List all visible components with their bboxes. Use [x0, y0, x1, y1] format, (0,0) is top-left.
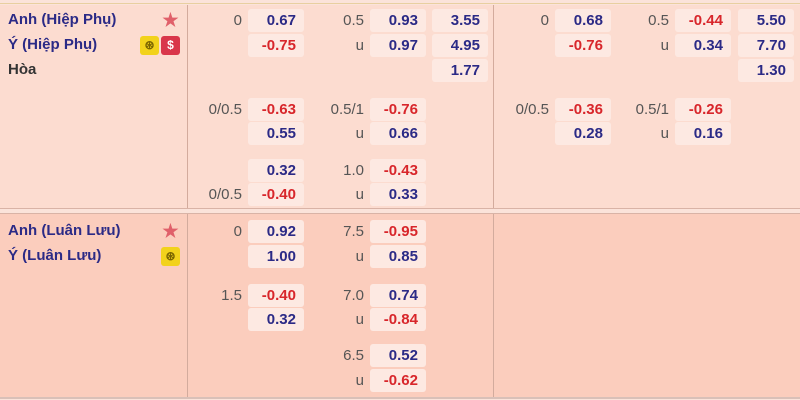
team-name: Ý (Hiệp Phụ) [8, 36, 98, 53]
over-under-line: 0.5 [648, 12, 669, 29]
coin-icon[interactable]: ⊛ [140, 36, 159, 55]
star-icon[interactable]: ★ [162, 10, 179, 30]
1x2-odds[interactable]: 3.55 [432, 9, 488, 32]
over-under-line: 0.5/1 [635, 101, 669, 118]
handicap-line: 0/0.5 [515, 101, 549, 118]
under-odds[interactable]: -0.62 [370, 369, 426, 392]
handicap-away-odds[interactable]: -0.75 [248, 34, 304, 57]
handicap-away-odds[interactable]: -0.76 [555, 34, 611, 57]
under-label: u [355, 372, 364, 389]
1x2-odds[interactable]: 4.95 [432, 34, 488, 57]
over-odds[interactable]: -0.44 [675, 9, 731, 32]
dollar-icon[interactable]: $ [161, 36, 180, 55]
under-label: u [355, 248, 364, 265]
over-odds[interactable]: -0.95 [370, 220, 426, 243]
under-label: u [355, 186, 364, 203]
team-name: Hòa [8, 61, 37, 78]
handicap-away-odds[interactable]: 0.28 [555, 122, 611, 145]
under-odds[interactable]: 0.34 [675, 34, 731, 57]
handicap-home-odds[interactable]: 0.32 [248, 159, 304, 182]
handicap-home-odds[interactable]: -0.36 [555, 98, 611, 121]
over-odds[interactable]: -0.43 [370, 159, 426, 182]
1x2-odds[interactable]: 1.77 [432, 59, 488, 82]
over-odds[interactable]: 0.52 [370, 344, 426, 367]
header-border [0, 0, 800, 4]
1x2-odds[interactable]: 5.50 [738, 9, 794, 32]
divider [493, 214, 494, 397]
divider [187, 214, 188, 397]
team-name: Ý (Luân Lưu) [8, 247, 102, 264]
under-odds[interactable]: 0.33 [370, 183, 426, 206]
under-odds[interactable]: 0.16 [675, 122, 731, 145]
team-name: Anh (Hiệp Phụ) [8, 11, 117, 28]
handicap-home-odds[interactable]: -0.63 [248, 98, 304, 121]
over-under-line: 0.5 [343, 12, 364, 29]
star-icon[interactable]: ★ [162, 221, 179, 241]
over-under-line: 6.5 [343, 347, 364, 364]
over-odds[interactable]: -0.76 [370, 98, 426, 121]
over-under-line: 7.5 [343, 223, 364, 240]
over-odds[interactable]: -0.26 [675, 98, 731, 121]
over-under-line: 7.0 [343, 287, 364, 304]
handicap-home-odds[interactable]: 0.68 [555, 9, 611, 32]
under-odds[interactable]: -0.84 [370, 308, 426, 331]
1x2-odds[interactable]: 1.30 [738, 59, 794, 82]
handicap-away-odds[interactable]: -0.40 [248, 183, 304, 206]
divider [187, 5, 188, 208]
section-penalties: Anh (Luân Lưu) ★ Ý (Luân Lưu) ⊛ 0 0.92 1.00 1.5… [0, 213, 800, 399]
under-label: u [660, 125, 669, 142]
handicap-line: 0 [233, 12, 242, 29]
handicap-line: 1.5 [221, 287, 242, 304]
handicap-line: 0 [233, 223, 242, 240]
handicap-home-odds[interactable]: 0.67 [248, 9, 304, 32]
under-odds[interactable]: 0.97 [370, 34, 426, 57]
1x2-odds[interactable]: 7.70 [738, 34, 794, 57]
handicap-away-odds[interactable]: 1.00 [248, 245, 304, 268]
handicap-line: 0/0.5 [208, 101, 242, 118]
section-extra-time: Anh (Hiệp Phụ) ★ Ý (Hiệp Phụ) ⊛ $ Hòa 0 0.67 -0.… [0, 5, 800, 209]
under-odds[interactable]: 0.66 [370, 122, 426, 145]
over-under-line: 0.5/1 [330, 101, 364, 118]
handicap-line: 0/0.5 [208, 186, 242, 203]
under-label: u [660, 37, 669, 54]
under-odds[interactable]: 0.85 [370, 245, 426, 268]
handicap-line: 0 [540, 12, 549, 29]
over-under-line: 1.0 [343, 162, 364, 179]
over-odds[interactable]: 0.74 [370, 284, 426, 307]
under-label: u [355, 37, 364, 54]
handicap-away-odds[interactable]: 0.32 [248, 308, 304, 331]
handicap-home-odds[interactable]: -0.40 [248, 284, 304, 307]
divider [493, 5, 494, 208]
under-label: u [355, 125, 364, 142]
team-name: Anh (Luân Lưu) [8, 222, 121, 239]
under-label: u [355, 311, 364, 328]
over-odds[interactable]: 0.93 [370, 9, 426, 32]
handicap-home-odds[interactable]: 0.92 [248, 220, 304, 243]
handicap-away-odds[interactable]: 0.55 [248, 122, 304, 145]
coin-icon[interactable]: ⊛ [161, 247, 180, 266]
